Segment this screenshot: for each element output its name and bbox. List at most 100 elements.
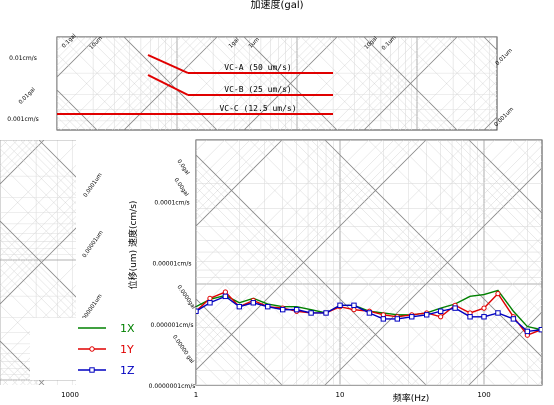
series-point-1z [452,305,458,311]
series-point-1y [481,305,487,311]
main-panel-diag-line [318,140,542,364]
top-panel-diag-line [57,37,92,72]
x-tick-label: 100 [477,391,490,399]
vc-criterion-slope-line [147,54,189,74]
main-panel-diag-line [310,140,542,372]
top-panel: VC-A (50 um/s) VC-B (25 um/s) VC-C (12.5 u… [7,0,554,131]
left-strip-diag-line [0,232,76,309]
main-panel-diag-line [436,279,542,385]
top-velocity-tick-label: 0.001cm/s [7,116,38,123]
main-panel-diag-line [411,140,542,271]
left-strip-diag-line [12,140,76,204]
y-axis-label: 位移(um) 速度(cm/s) [127,201,139,290]
vc-criterion-slope-line [147,74,189,96]
main-panel-diag-line [249,140,495,385]
left-strip-diag-line [2,140,76,214]
series-point-1y [207,295,213,301]
y-tick-label: 0.0000001cm/s [149,383,196,390]
main-diagonal-tick-label: 0.0001um [83,172,104,198]
main-panel-diag-line [196,176,404,385]
top-diagonal-tick-label: 0.01um [495,48,514,67]
top-panel-diag-line [352,37,446,130]
main-panel-diag-line [446,140,542,236]
left-strip-diag-line [33,140,76,183]
main-diagonal-tick-label: 0.00gal [172,177,189,198]
left-strip-diag-line [0,239,76,316]
top-panel-diag-line [358,37,452,130]
legend-label-1y: 1Y [120,343,134,356]
main-diagonal-tick-label: 0.0gal [175,159,190,177]
top-panel-diag-line [465,98,497,130]
x-tick-label: 1 [194,391,198,399]
top-panel-diag-line [541,37,554,130]
top-panel-diag-line [472,37,497,62]
main-panel-diag-line [281,140,527,385]
series-point-1y [495,291,501,297]
left-strip-diag-line [0,140,33,173]
left-strip-diag-line [0,226,76,303]
main-panel-diag-line [196,140,239,184]
legend-label-1x: 1X [120,322,135,335]
main-panel-diag-line [196,161,420,385]
series-point-1z [351,302,357,309]
top-panel-diag-line [316,37,410,130]
series-point-1z [380,316,387,322]
left-strip-diag-line [0,164,76,242]
main-panel-diag-line [267,140,513,385]
main-panel-diag-line [468,140,542,214]
top-panel-diag-line [399,37,494,130]
legend-label-1z: 1Z [120,364,135,377]
series-point-1z [196,308,199,314]
main-panel-diag-line [196,168,413,385]
main-panel-diag-line [196,255,326,385]
top-panel-diag-line [520,37,554,130]
series-point-1z [495,310,501,316]
main-diagonal-tick-label: 0.00000 gal [171,334,195,365]
main-panel-diag-line [196,298,283,385]
top-panel-diag-line [541,37,554,130]
left-strip-x-tick-label: 1000 [61,391,79,399]
vc-criterion-label: VC-A (50 um/s) [224,63,291,72]
main-panel-diag-line [196,330,251,385]
main-panel-diag-line [302,140,542,380]
x-tick-label: 10 [336,391,345,399]
left-strip-diag-line [0,247,76,324]
vc-criterion-label: VC-B (25 um/s) [224,85,291,94]
main-panel-diag-line [468,311,542,385]
top-panel-diag-line [345,37,439,130]
top-velocity-tick-label: 0.01cm/s [9,55,37,62]
series-point-1y [222,289,228,295]
top-panel-diag-line [472,105,497,130]
main-diagonal-tick-label: 0.0000gal [175,284,196,310]
series-point-1z [250,300,257,306]
left-strip-diag-line [27,140,76,189]
y-tick-label: 0.0001cm/s [154,199,189,206]
series-point-1z [222,293,229,300]
x-axis-label: 频率(Hz) [393,392,430,404]
series-point-1z [337,302,343,309]
top-panel-diag-line [337,37,431,130]
left-strip-diag-line [0,340,45,385]
top-panel-diag-line [465,37,497,69]
series-point-1z [423,312,430,318]
main-panel-diag-line [454,297,542,385]
main-panel-diag-line [196,341,239,385]
top-panel-diag-line [57,37,86,66]
main-panel-diag-line [224,140,470,385]
top-panel-diag-line [279,37,374,130]
main-panel-diag-line [292,140,539,385]
series-point-1z [524,328,531,335]
top-panel-diag-line [478,37,497,56]
main-panel-diag-line [196,140,269,213]
series-point-1z [265,303,271,310]
main-panel-diag-line [196,154,427,385]
left-strip-diag-line [0,284,76,362]
legend-marker-1z [89,367,95,373]
y-tick-label: 0.00001cm/s [152,261,191,268]
main-panel: 1 10 100 0.0001cm/s 0.00001cm/s 0.000001cm/s 0… [79,139,543,404]
left-strip-diag-line [0,143,76,221]
top-diagonal-tick-label: 0.01gal [18,87,37,106]
series-point-1y [351,307,357,313]
left-strip-diag-line [0,163,76,241]
